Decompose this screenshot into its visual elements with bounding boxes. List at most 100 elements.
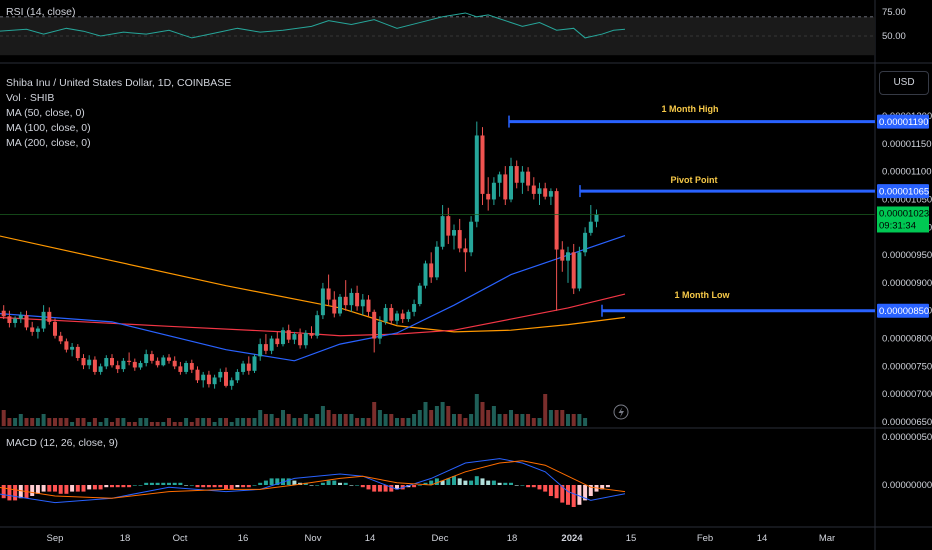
volume-bar xyxy=(18,414,23,426)
pivot-price-badge-text: 0.00001065 xyxy=(879,187,929,198)
volume-bar xyxy=(98,422,103,426)
volume-bar xyxy=(64,418,69,426)
macd-histogram-bar xyxy=(229,485,234,490)
candle xyxy=(75,346,80,359)
macd-histogram-bar xyxy=(423,482,428,485)
volume-bar xyxy=(554,410,559,426)
volume-bar xyxy=(258,410,263,426)
volume-bar xyxy=(286,414,291,426)
candle xyxy=(64,341,69,350)
macd-histogram-bar xyxy=(531,485,536,488)
macd-histogram-bar xyxy=(64,485,69,494)
candle xyxy=(35,328,40,332)
candle xyxy=(81,358,86,366)
legend-ma50[interactable]: MA (50, close, 0) xyxy=(6,107,85,119)
volume-bar xyxy=(53,418,57,426)
macd-histogram-bar xyxy=(246,485,251,488)
pivot-price-badge xyxy=(877,184,929,199)
volume-bar xyxy=(30,418,35,426)
high-price-badge xyxy=(877,114,929,129)
macd-histogram-bar xyxy=(372,485,377,492)
macd-histogram-bar xyxy=(7,485,12,501)
macd-histogram-bar xyxy=(309,485,314,486)
macd-histogram-bar xyxy=(377,485,382,492)
candle xyxy=(389,307,394,321)
lightning-icon-ring xyxy=(613,404,629,420)
macd-histogram-bar xyxy=(241,485,246,488)
candle xyxy=(452,230,456,236)
macd-histogram-bar xyxy=(149,482,154,485)
rsi-line xyxy=(0,12,626,39)
volume-bar xyxy=(548,410,553,426)
volume-bar xyxy=(577,414,582,426)
candle xyxy=(258,344,263,357)
macd-histogram-bar xyxy=(110,485,114,488)
volume-bar xyxy=(58,418,63,426)
candle xyxy=(13,318,18,323)
volume-bar xyxy=(269,414,274,426)
candle xyxy=(298,334,303,346)
macd-histogram-bar xyxy=(537,485,542,490)
volume-bar xyxy=(526,414,531,426)
candle xyxy=(132,361,137,368)
candle xyxy=(355,292,360,307)
macd-histogram-bar xyxy=(121,485,126,488)
symbol-title[interactable]: Shiba Inu / United States Dollar, 1D, CO… xyxy=(6,77,232,89)
legend-ma200[interactable]: MA (200, close, 0) xyxy=(6,137,91,149)
candle xyxy=(395,313,399,321)
price-tick-label: 0.00000650 xyxy=(882,417,932,428)
macd-histogram-bar xyxy=(92,485,97,490)
candle xyxy=(400,313,405,320)
legend-volume[interactable]: Vol · SHIB xyxy=(6,92,55,104)
volume-bar xyxy=(514,414,519,426)
time-axis-label: Nov xyxy=(305,533,322,544)
legend-ma100[interactable]: MA (100, close, 0) xyxy=(6,122,91,134)
macd-histogram-bar xyxy=(326,480,331,485)
candle xyxy=(520,171,525,183)
volume-bar xyxy=(235,418,240,426)
volume-bar xyxy=(383,414,388,426)
lightning-icon[interactable] xyxy=(613,404,629,420)
volume-bar xyxy=(206,418,211,426)
volume-bar xyxy=(343,414,348,426)
volume-bar xyxy=(360,418,365,426)
macd-histogram-bar xyxy=(81,485,86,492)
volume-bar xyxy=(531,418,536,426)
candle xyxy=(548,191,553,197)
volume-bar xyxy=(355,418,360,426)
main-legend: Shiba Inu / United States Dollar, 1D, CO… xyxy=(6,76,231,151)
macd-histogram-bar xyxy=(75,485,80,492)
macd-histogram-bar xyxy=(178,482,183,485)
macd-histogram-bar xyxy=(583,485,588,501)
macd-histogram-bar xyxy=(480,478,485,485)
candle xyxy=(429,263,434,278)
candle xyxy=(212,377,217,385)
candle xyxy=(446,216,451,236)
volume-bar xyxy=(104,418,109,426)
macd-histogram-bar xyxy=(1,485,6,499)
candle xyxy=(184,363,189,372)
currency-button[interactable]: USD xyxy=(879,71,929,95)
candle xyxy=(412,304,417,312)
candle xyxy=(417,285,422,305)
volume-bar xyxy=(338,414,342,426)
volume-bar xyxy=(429,410,434,426)
candle xyxy=(440,216,445,247)
volume-bar xyxy=(349,414,354,426)
volume-bar xyxy=(423,402,428,426)
volume-bar xyxy=(571,414,576,426)
time-axis-label: 2024 xyxy=(561,533,583,544)
macd-histogram-bar xyxy=(571,485,576,507)
macd-histogram-bar xyxy=(167,482,171,485)
macd-histogram-bar xyxy=(315,485,320,486)
macd-histogram-bar xyxy=(184,485,189,486)
macd-histogram-bar xyxy=(360,485,365,488)
macd-histogram-bar xyxy=(554,485,559,499)
volume-bar xyxy=(246,418,251,426)
price-tick-label: 0.00000900 xyxy=(882,278,932,289)
rsi-tick-label: 75.00 xyxy=(882,7,906,18)
candle xyxy=(53,321,57,336)
volume-bar xyxy=(474,394,479,426)
volume-bar xyxy=(457,414,462,426)
